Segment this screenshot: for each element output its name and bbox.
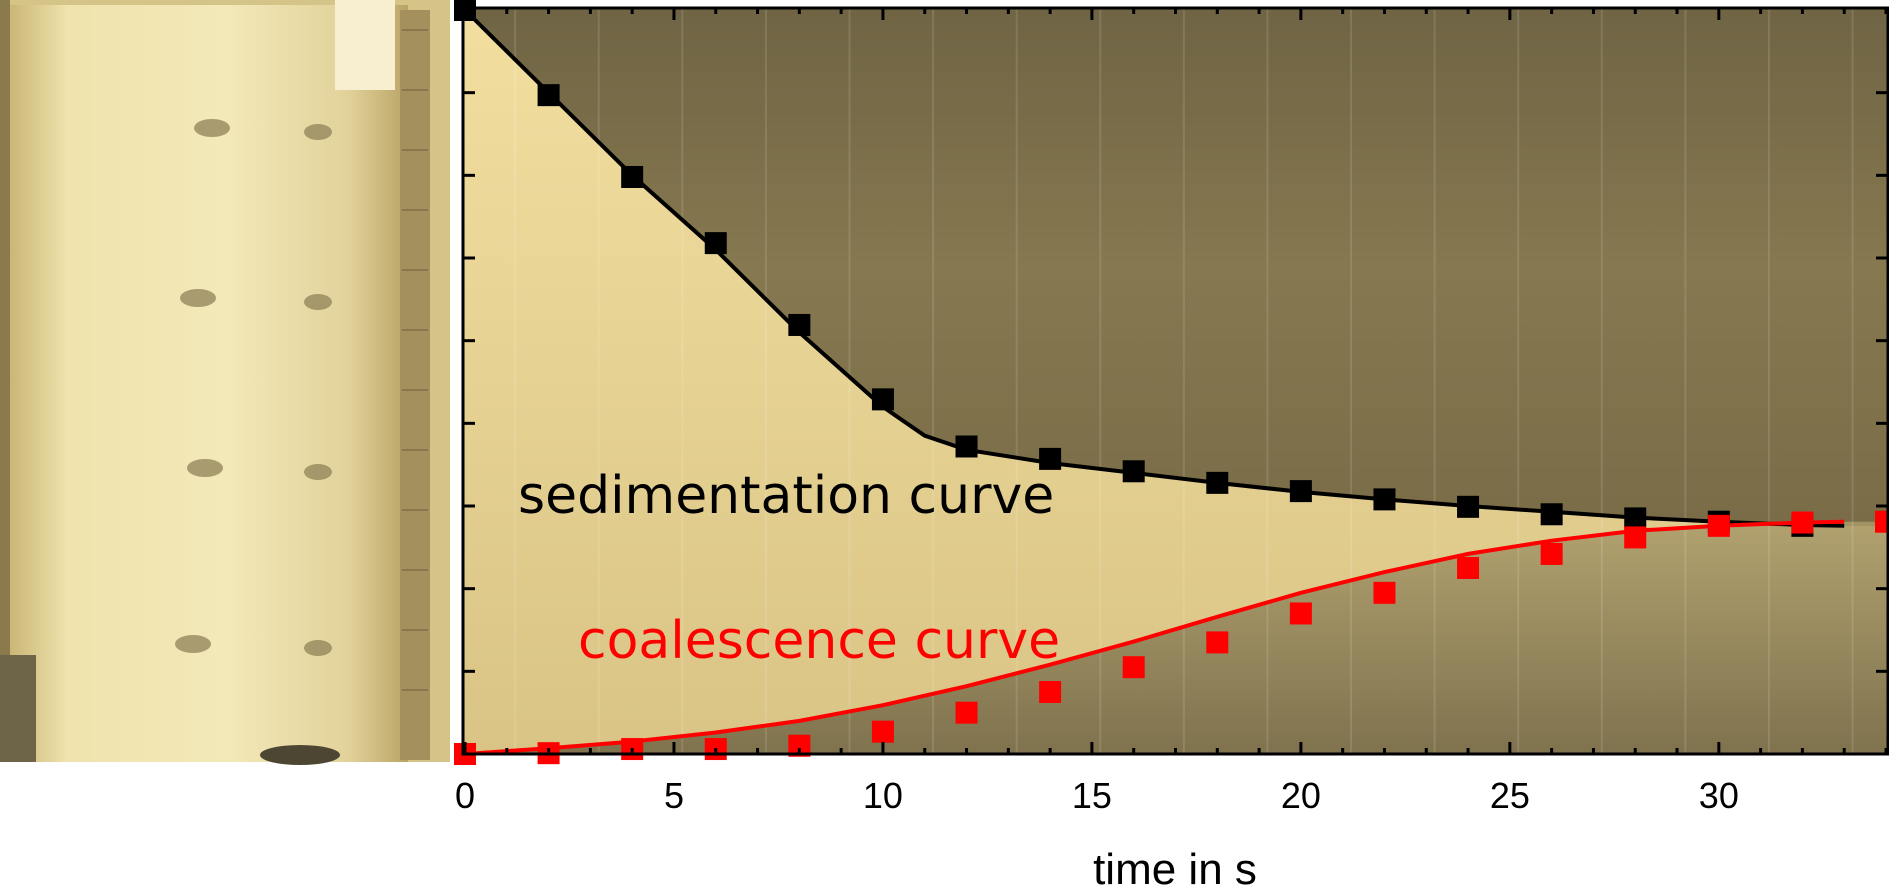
- coalescence-point: [1457, 557, 1480, 579]
- column-scale-ruler: [402, 29, 428, 691]
- sedimentation-point: [537, 84, 560, 107]
- coalescence-point: [1540, 542, 1563, 565]
- coalescence-point: [955, 701, 978, 724]
- sedimentation-point: [1540, 503, 1563, 526]
- coalescence-point: [1373, 581, 1396, 604]
- x-tick-label: 15: [1072, 775, 1112, 816]
- column-photo: [0, 0, 450, 765]
- coalescence-point: [1624, 526, 1647, 549]
- sedimentation-point: [621, 165, 644, 188]
- coalescence-point: [788, 734, 811, 757]
- sedimentation-point: [871, 388, 894, 411]
- coalescence-point: [1122, 656, 1145, 679]
- x-tick-label: 0: [455, 775, 475, 816]
- coalescence-point: [1707, 514, 1730, 537]
- column-nozzle-marks: [175, 119, 332, 656]
- sedimentation-point: [1457, 495, 1480, 518]
- annotation-sedimentation-curve: sedimentation curve: [518, 466, 1054, 526]
- annotation-coalescence-curve: coalescence curve: [578, 611, 1060, 671]
- sedimentation-point: [704, 232, 727, 255]
- sedimentation-point: [955, 435, 978, 458]
- coalescence-point: [1206, 631, 1229, 654]
- sedimentation-point: [1624, 507, 1647, 530]
- x-tick-label: 10: [863, 775, 903, 816]
- coalescence-point: [871, 720, 894, 743]
- sedimentation-point: [1122, 460, 1145, 483]
- sedimentation-point: [1039, 447, 1062, 470]
- coalescence-point: [1039, 681, 1062, 703]
- coalescence-point: [1791, 511, 1814, 534]
- x-axis-ticks: 0 5 10 15 20 25 30: [455, 8, 1888, 816]
- coalescence-point: [1289, 602, 1312, 625]
- coalescence-fit-line: [464, 519, 1845, 756]
- sedimentation-point: [788, 313, 811, 336]
- x-tick-label: 5: [664, 775, 684, 816]
- x-axis-label: time in s: [1093, 845, 1257, 892]
- coalescence-point: [1875, 510, 1889, 533]
- y-axis-ticks: [463, 91, 1888, 673]
- x-tick-label: 30: [1699, 775, 1739, 816]
- x-tick-label: 25: [1490, 775, 1530, 816]
- sedimentation-point: [1289, 480, 1312, 503]
- sedimentation-point: [1206, 471, 1229, 494]
- sedimentation-point: [1373, 488, 1396, 511]
- x-tick-label: 20: [1281, 775, 1321, 816]
